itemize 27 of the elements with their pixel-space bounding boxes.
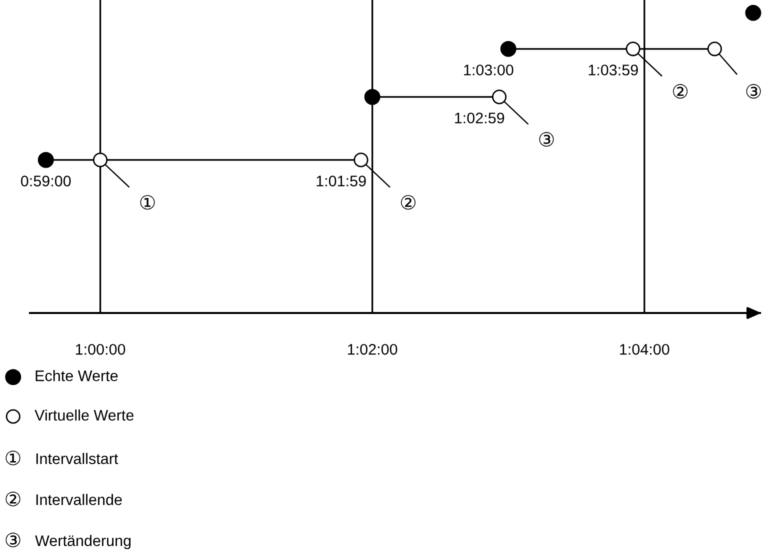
legend-label: Echte Werte: [36, 370, 118, 382]
annotation: ③: [746, 84, 761, 99]
text: ② Intervallende: [6, 492, 122, 506]
text: ③ Wertänderung: [6, 532, 131, 550]
annotation: 1:03:59: [588, 64, 638, 76]
x-tick-label: 1:04:00: [620, 344, 670, 355]
point: [364, 88, 380, 105]
annotation: 1:01:59: [316, 176, 366, 186]
annotation: ②: [400, 195, 416, 210]
point: [354, 152, 368, 168]
annotation: 0:59:00: [20, 176, 71, 186]
point: [38, 152, 54, 168]
annotation: ①: [140, 195, 155, 210]
point: [92, 152, 108, 168]
point: [492, 90, 507, 104]
annotation: ②: [672, 84, 688, 99]
point: [500, 40, 516, 57]
point: [707, 42, 722, 56]
text: ① Intervallstart: [6, 450, 118, 466]
legend-label: Virtuelle Werte: [34, 409, 134, 421]
annotation: ③: [539, 132, 554, 147]
annotation: 1:03:00: [464, 64, 514, 76]
x-tick-label: 1:00:00: [76, 344, 126, 355]
point: [626, 42, 640, 56]
point: [745, 4, 762, 21]
x-tick-label: 1:02:00: [348, 344, 398, 355]
annotation: 1:02:59: [455, 112, 504, 124]
